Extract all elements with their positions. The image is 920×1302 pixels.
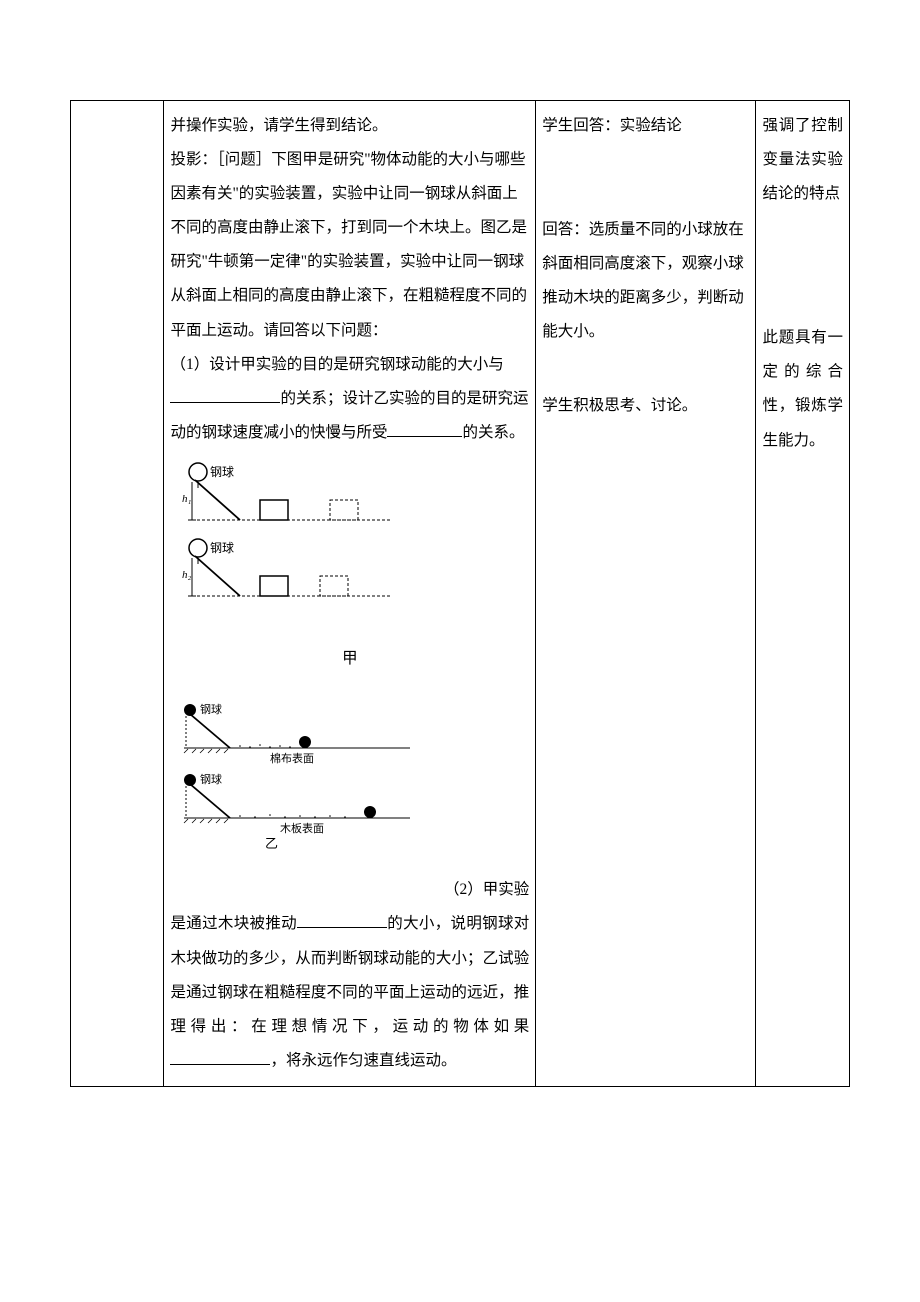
paragraph-2: 投影：［问题］下图甲是研究"物体动能的大小与哪些因素有关"的实验装置，实验中让同…	[170, 143, 529, 348]
h1-label: h₁	[182, 493, 192, 505]
wood-surface-label: 木板表面	[280, 821, 324, 835]
q2-lead: （2）甲实验	[170, 873, 529, 907]
remark-1: 强调了控制变量法实验结论的特点	[762, 109, 843, 211]
blank-2	[387, 421, 462, 437]
student-response-2: 回答：选质量不同的小球放在	[542, 213, 749, 247]
diagram-jia: 钢球 h₁ 钢球 h₂	[170, 460, 529, 670]
student-response-1: 学生回答：实验结论	[542, 109, 749, 143]
q1-text-c: 的关系。	[462, 424, 524, 441]
q2-text-c: ，将永远作匀速直线运动。	[270, 1052, 456, 1069]
blank-3	[297, 913, 387, 929]
ball-label-4: 钢球	[200, 772, 222, 786]
blank-1	[170, 387, 280, 403]
table-row: 并操作实验，请学生得到结论。 投影：［问题］下图甲是研究"物体动能的大小与哪些因…	[71, 101, 850, 1087]
h2-label: h₂	[182, 569, 192, 581]
ball-label-2: 钢球	[210, 541, 234, 555]
q2-text-b: 的大小，说明钢球对木块做功的多少，从而判断钢球动能的大小；乙试验是通过钢球在粗糙…	[170, 915, 529, 1034]
spacer-2	[542, 349, 749, 389]
diagram-yi: 钢球 棉布表面 钢球	[170, 700, 529, 863]
cell-3: 学生回答：实验结论 回答：选质量不同的小球放在 斜面相同高度滚下，观察小球推动木…	[536, 101, 756, 1087]
cloth-surface-label: 棉布表面	[270, 751, 314, 765]
student-response-4: 学生积极思考、讨论。	[542, 389, 749, 423]
blank-4	[170, 1049, 270, 1065]
main-table: 并操作实验，请学生得到结论。 投影：［问题］下图甲是研究"物体动能的大小与哪些因…	[70, 100, 850, 1087]
student-response-3: 斜面相同高度滚下，观察小球推动木块的距离多少，判断动能大小。	[542, 247, 749, 349]
cell-1	[71, 101, 164, 1087]
q1-text-a: （1）设计甲实验的目的是研究钢球动能的大小与	[170, 356, 503, 373]
question-2: （2）甲实验 是通过木块被推动的大小，说明钢球对木块做功的多少，从而判断钢球动能…	[170, 873, 529, 1078]
yi-caption: 乙	[265, 836, 278, 850]
q2-text-a: 是通过木块被推动	[170, 915, 297, 932]
cell-4: 强调了控制变量法实验结论的特点 此题具有一定的综合性，锻炼学生能力。	[756, 101, 850, 1087]
ball-label-1: 钢球	[210, 465, 234, 479]
paragraph-1: 并操作实验，请学生得到结论。	[170, 109, 529, 143]
spacer	[542, 143, 749, 213]
page: 并操作实验，请学生得到结论。 投影：［问题］下图甲是研究"物体动能的大小与哪些因…	[0, 0, 920, 1302]
question-1: （1）设计甲实验的目的是研究钢球动能的大小与的关系；设计乙实验的目的是研究运动的…	[170, 348, 529, 450]
remark-2: 此题具有一定的综合性，锻炼学生能力。	[762, 321, 843, 457]
ball-label-3: 钢球	[200, 702, 222, 716]
jia-caption: 甲	[170, 647, 529, 670]
spacer-3	[762, 211, 843, 321]
cell-2: 并操作实验，请学生得到结论。 投影：［问题］下图甲是研究"物体动能的大小与哪些因…	[164, 101, 536, 1087]
